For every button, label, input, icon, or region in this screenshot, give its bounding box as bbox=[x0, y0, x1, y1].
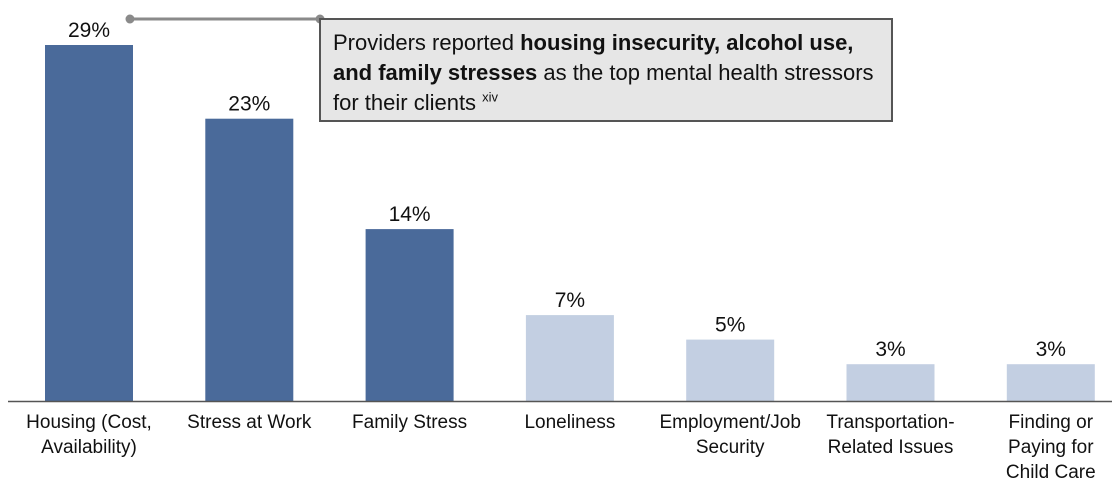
value-labels-group: 29% 23% 14% 7% 5% 3% 3% bbox=[68, 19, 1066, 361]
bar-value-label: 3% bbox=[875, 338, 905, 361]
category-label: Employment/Job bbox=[659, 412, 801, 433]
category-label: Paying for bbox=[1008, 437, 1094, 458]
bar-value-label: 3% bbox=[1036, 338, 1066, 361]
bar bbox=[525, 315, 614, 401]
bar-value-label: 29% bbox=[68, 19, 110, 42]
callout-footnote-ref: xiv bbox=[482, 89, 499, 105]
bar bbox=[45, 45, 133, 401]
bar bbox=[365, 229, 454, 401]
bar bbox=[686, 339, 775, 401]
bar-value-label: 5% bbox=[715, 314, 745, 337]
category-label: Family Stress bbox=[352, 412, 467, 433]
bars-group bbox=[45, 45, 1095, 401]
category-label: Loneliness bbox=[524, 412, 615, 433]
bar-value-label: 14% bbox=[389, 203, 431, 226]
bar bbox=[846, 364, 935, 401]
category-label: Housing (Cost, bbox=[26, 412, 152, 433]
category-label: Stress at Work bbox=[187, 412, 312, 433]
callout-box: Providers reported housing insecurity, a… bbox=[319, 18, 893, 122]
callout-text-bold: housing insecurity, alcohol use, and fam… bbox=[333, 30, 854, 85]
bar-value-label: 7% bbox=[555, 289, 585, 312]
bar bbox=[205, 118, 294, 401]
bar-value-label: 23% bbox=[228, 93, 270, 116]
category-labels-group: Housing (Cost, Availability) Stress at Wor… bbox=[26, 412, 1096, 481]
category-label: Finding or bbox=[1009, 412, 1094, 433]
connector-dot bbox=[125, 14, 135, 24]
callout-connector bbox=[125, 14, 325, 24]
category-label: Security bbox=[696, 437, 765, 458]
callout-text-prefix: Providers reported bbox=[333, 30, 521, 55]
bar bbox=[1006, 364, 1095, 401]
category-label: Related Issues bbox=[828, 437, 954, 458]
category-label: Child Care bbox=[1006, 462, 1096, 481]
category-label: Availability) bbox=[41, 437, 137, 458]
category-label: Transportation- bbox=[826, 412, 954, 433]
callout-text-suffix: as the top mental health stressors for t… bbox=[333, 60, 874, 115]
